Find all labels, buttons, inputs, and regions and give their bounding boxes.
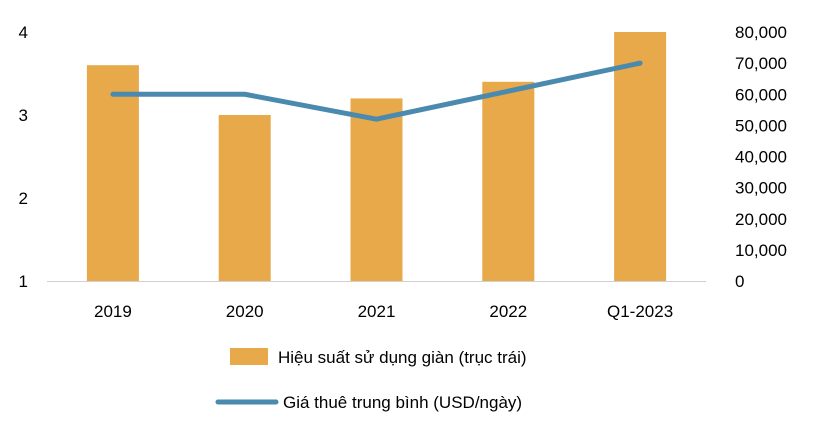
bar-q1-2023 xyxy=(614,32,667,281)
legend-label-bar: Hiệu suất sử dụng giàn (trục trái) xyxy=(278,348,527,367)
bar-2019 xyxy=(86,65,139,281)
left-tick-label: 4 xyxy=(19,23,28,42)
right-tick-label: 30,000 xyxy=(735,179,787,198)
right-tick-label: 60,000 xyxy=(735,85,787,104)
left-tick-label: 3 xyxy=(19,106,28,125)
bar-2021 xyxy=(350,98,403,282)
left-axis-ticks: 1 2 3 4 xyxy=(19,23,28,291)
line-average-rate xyxy=(110,60,643,122)
bar-2020 xyxy=(218,115,271,281)
right-tick-label: 50,000 xyxy=(735,116,787,135)
legend-swatch-bar xyxy=(230,348,268,365)
legend-label-line: Giá thuê trung bình (USD/ngày) xyxy=(283,393,522,412)
x-tick-label: 2022 xyxy=(489,302,527,321)
x-tick-label: 2019 xyxy=(94,302,132,321)
x-tick-label: Q1-2023 xyxy=(607,302,673,321)
x-axis-ticks: 2019 2020 2021 2022 Q1-2023 xyxy=(94,302,673,321)
right-tick-label: 20,000 xyxy=(735,210,787,229)
x-tick-label: 2020 xyxy=(226,302,264,321)
x-tick-label: 2021 xyxy=(358,302,396,321)
right-tick-label: 70,000 xyxy=(735,54,787,73)
right-axis-ticks: 0 10,000 20,000 30,000 40,000 50,000 60,000 70,… xyxy=(735,23,787,291)
left-tick-label: 2 xyxy=(19,189,28,208)
bar-2022 xyxy=(482,81,535,281)
right-tick-label: 0 xyxy=(735,272,744,291)
bar-series xyxy=(86,32,667,282)
legend: Hiệu suất sử dụng giàn (trục trái) Giá t… xyxy=(215,348,527,412)
right-tick-label: 10,000 xyxy=(735,241,787,260)
right-tick-label: 80,000 xyxy=(735,23,787,42)
line-series xyxy=(110,60,643,122)
right-tick-label: 40,000 xyxy=(735,148,787,167)
left-tick-label: 1 xyxy=(19,272,28,291)
